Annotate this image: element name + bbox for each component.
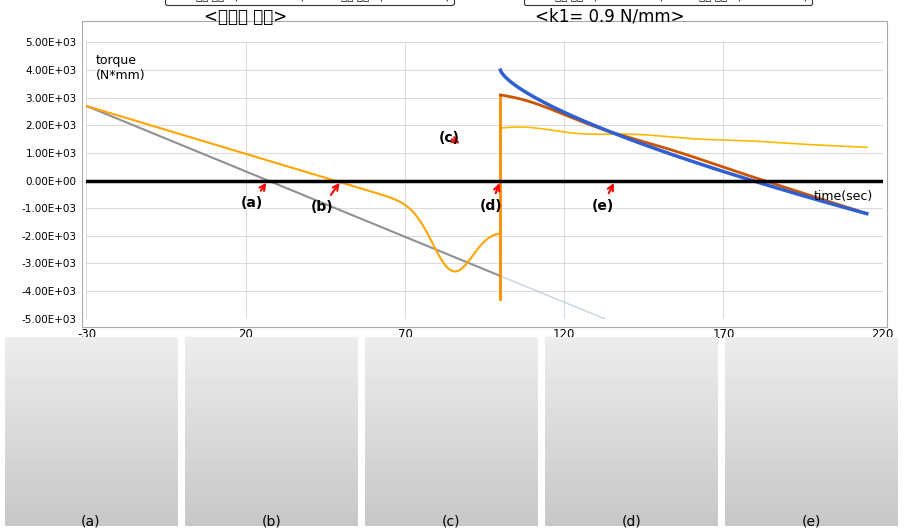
Text: (b): (b) (311, 185, 339, 214)
Text: (c): (c) (439, 131, 460, 145)
Text: (c): (c) (442, 515, 460, 528)
Text: torque
(N*mm): torque (N*mm) (96, 54, 146, 82)
Text: <스프링 없음>: <스프링 없음> (204, 8, 288, 26)
Text: (d): (d) (622, 515, 642, 528)
Text: (e): (e) (802, 515, 822, 528)
Text: <k1= 0.9 N/mm>: <k1= 0.9 N/mm> (535, 8, 684, 26)
Legend: 모터 토크1 (newton-mm), 모터 토크2 (newton-mm): 모터 토크1 (newton-mm), 모터 토크2 (newton-mm) (523, 0, 812, 5)
Text: (a): (a) (241, 185, 265, 210)
Text: (d): (d) (480, 185, 502, 212)
Text: (e): (e) (592, 185, 613, 212)
Text: (a): (a) (81, 515, 101, 528)
Text: (b): (b) (261, 515, 281, 528)
Text: time(sec): time(sec) (814, 190, 873, 203)
